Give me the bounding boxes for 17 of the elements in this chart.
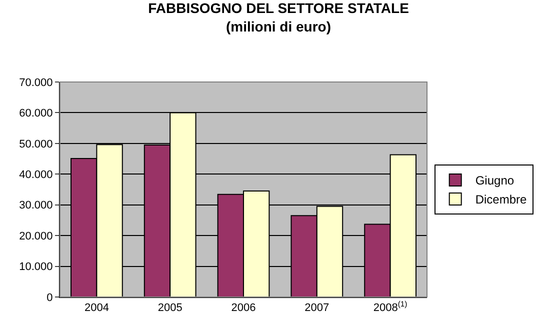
x-tick-label: 2004 — [84, 302, 109, 314]
y-tick-label: 10.000 — [19, 261, 53, 274]
y-tick-label: 60.000 — [19, 108, 53, 120]
y-tick-label: 70.000 — [19, 76, 53, 89]
y-tick-label: 20.000 — [19, 230, 53, 242]
y-tick-label: 50.000 — [19, 138, 53, 150]
y-tick-label: 30.000 — [19, 200, 53, 212]
legend-label: Dicembre — [475, 192, 528, 207]
chart-title: FABBISOGNO DEL SETTORE STATALE — [148, 0, 409, 16]
y-tick-label: 40.000 — [19, 168, 53, 181]
x-tick-label: 2008$^{(1)}$ — [373, 300, 408, 314]
x-tick-label: 2006 — [231, 302, 256, 314]
chart-subtitle: (milioni di euro) — [226, 18, 331, 34]
y-tick-label: 0 — [46, 292, 53, 304]
legend-label: Giugno — [475, 174, 514, 188]
x-tick-label: 2007 — [304, 302, 330, 314]
x-tick-label: 2005 — [158, 302, 182, 314]
